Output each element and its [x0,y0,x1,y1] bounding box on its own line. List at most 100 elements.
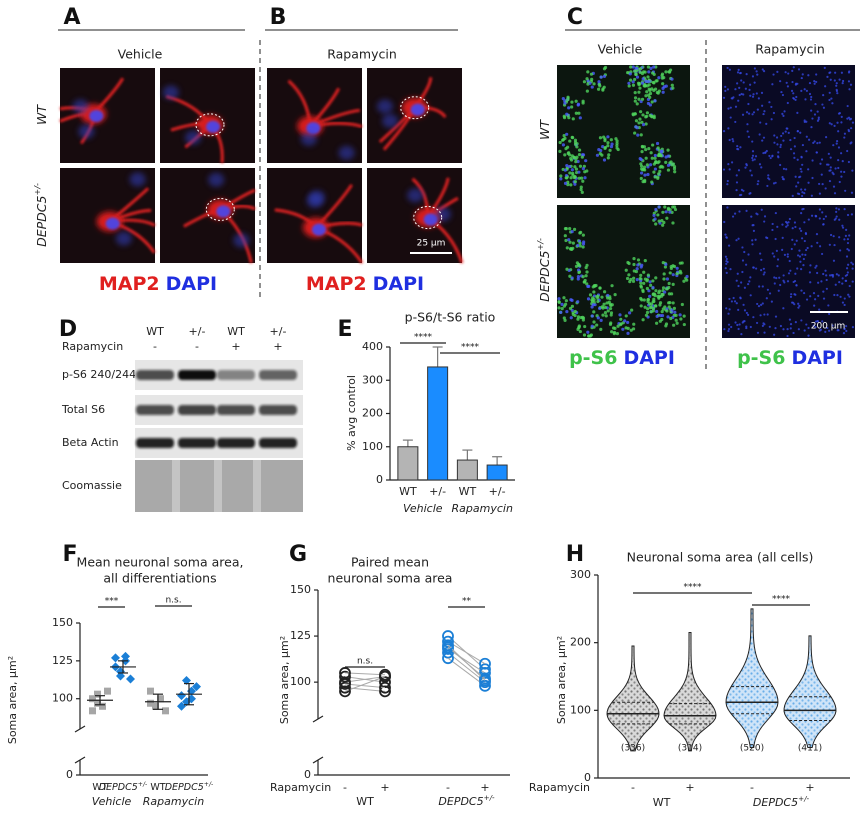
cell [747,112,751,115]
cell [837,208,841,211]
cell [589,333,593,337]
row-label-sup: +/- [535,238,545,251]
cell [770,300,773,303]
group-label-text: DEPDC5 [438,795,483,808]
cell [645,111,650,115]
nucleus [72,99,89,114]
y-tick-label: 100 [52,692,73,705]
micrograph [722,205,855,338]
cell [816,142,819,145]
cell [781,93,785,97]
cell [726,179,729,183]
axis-break [74,725,86,733]
cell [667,70,672,74]
x-tick-label: + [380,781,389,794]
cell [636,263,640,267]
cell [629,328,633,332]
cell [751,243,754,246]
cell [590,298,594,302]
cell [775,136,779,139]
y-tick-label: 0 [376,473,383,486]
cell [578,241,582,245]
cell [846,238,850,241]
cell [757,97,760,100]
cell [762,267,765,270]
cell [762,322,765,325]
cell [847,263,850,266]
cell [576,300,580,304]
y-tick-label: 100 [570,703,591,716]
cell [743,309,747,312]
cell [784,130,787,133]
blot-row-label: p-S6 240/244 [62,368,136,381]
cell [828,71,831,74]
nucleus [185,130,202,145]
cell [567,238,571,242]
cell [755,92,758,95]
cell [789,138,792,142]
cell [613,326,617,330]
x-tick-label: + [805,781,814,794]
band [136,370,174,380]
cell [641,318,645,322]
cell [672,323,676,327]
cell [570,100,574,104]
axis-break [312,715,324,723]
cell [801,191,804,194]
cell [746,123,749,126]
cell [773,333,776,336]
point [339,678,351,690]
group-label: WT [653,796,671,809]
cell [843,297,846,300]
cell [793,136,796,140]
cell [791,69,794,72]
cell [627,84,631,88]
cell [828,91,831,94]
row-label-sup: +/- [32,183,42,196]
cell [832,173,835,176]
cell [846,149,849,153]
cell [745,209,748,212]
cell [788,259,791,263]
cell [742,81,745,84]
cell [610,284,614,288]
cell [657,219,661,223]
cell [795,284,798,287]
cell [818,308,821,311]
treatment-label: Rapamycin [270,781,331,794]
nucleus [407,188,424,203]
cell [633,96,638,100]
cell [658,303,662,307]
cell [818,208,821,211]
cell [644,122,648,126]
cell [738,210,741,213]
soma-outline [413,205,443,229]
cell [581,179,585,183]
cell [810,125,813,129]
cell [847,293,850,296]
cell [802,257,805,261]
cell [648,280,652,284]
cell [727,329,730,333]
cell [735,239,738,242]
cell [682,322,686,327]
cell [640,97,645,101]
cell [804,253,807,256]
cell [828,274,832,277]
cell [740,92,743,96]
cell [645,90,649,94]
cell [670,77,674,81]
cell [652,162,656,166]
cell [664,287,669,291]
cell [656,176,660,180]
significance-label: *** [105,597,119,607]
cell [724,255,728,258]
cell [569,176,573,180]
cell [814,214,817,217]
cell [583,176,587,180]
cell [665,309,669,313]
cell [565,163,569,168]
cell [793,243,796,246]
cell [806,246,809,250]
cell [816,320,819,323]
